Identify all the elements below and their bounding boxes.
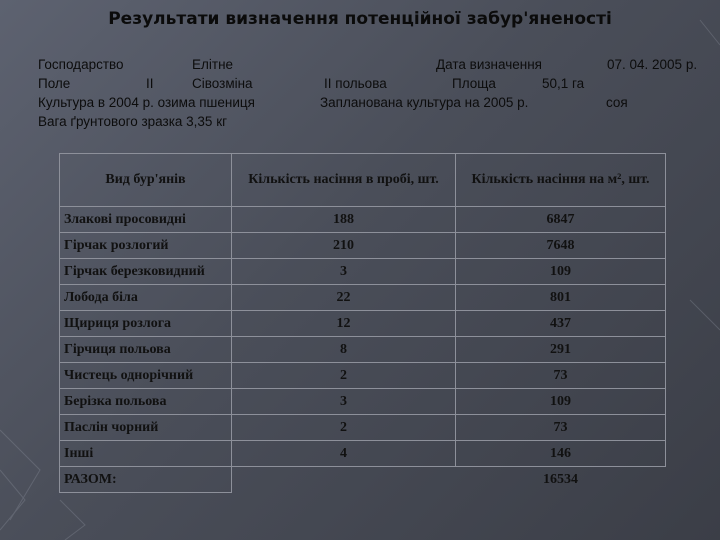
table-row: Паслін чорний 2 73 xyxy=(59,414,666,441)
weed-name: Лобода біла xyxy=(59,284,232,311)
table-row: Гірчиця польова 8 291 xyxy=(59,336,666,363)
seeds-per-m2: 109 xyxy=(455,388,666,415)
seeds-in-sample: 3 xyxy=(231,388,456,415)
weed-name: Інші xyxy=(59,440,232,467)
table-row: Інші 4 146 xyxy=(59,440,666,467)
seeds-per-m2: 109 xyxy=(455,258,666,285)
date-label: Дата визначення xyxy=(436,57,542,72)
sample-weight: Вага ґрунтового зразка 3,35 кг xyxy=(38,114,228,129)
crop-2005-label: Запланована культура на 2005 р. xyxy=(320,95,529,110)
field-label: Поле xyxy=(38,76,71,91)
weed-name: Берізка польова xyxy=(59,388,232,415)
table-row: Щириця розлога 12 437 xyxy=(59,310,666,337)
seeds-in-sample: 4 xyxy=(231,440,456,467)
header-seeds-per-m2: Кількість насіння на м², шт. xyxy=(455,153,666,207)
seeds-per-m2: 73 xyxy=(455,414,666,441)
header-seeds-in-sample: Кількість насіння в пробі, шт. xyxy=(231,153,456,207)
seeds-in-sample: 2 xyxy=(231,362,456,389)
table-row: Берізка польова 3 109 xyxy=(59,388,666,415)
seeds-in-sample: 188 xyxy=(231,206,456,233)
rotation-label: Сівозміна xyxy=(192,76,253,91)
table-row: Лобода біла 22 801 xyxy=(59,284,666,311)
page-title: Результати визначення потенційної забур'… xyxy=(108,9,612,29)
seeds-in-sample: 12 xyxy=(231,310,456,337)
header-weed-species: Вид бур'янів xyxy=(59,153,232,207)
weed-name: Гірчак розлогий xyxy=(59,232,232,259)
date-value: 07. 04. 2005 р. xyxy=(607,57,698,72)
seeds-per-m2: 146 xyxy=(455,440,666,467)
weed-name: Гірчак березковидний xyxy=(59,258,232,285)
field-number: ІІ xyxy=(146,76,154,91)
total-label: РАЗОМ: xyxy=(59,466,232,493)
rotation-value: ІІ польова xyxy=(324,76,387,91)
seeds-per-m2: 437 xyxy=(455,310,666,337)
farm-label: Господарство xyxy=(38,57,124,72)
area-label: Площа xyxy=(452,76,496,91)
table-header-row: Вид бур'янів Кількість насіння в пробі, … xyxy=(59,153,666,207)
weed-name: Чистець однорічний xyxy=(59,362,232,389)
seeds-per-m2: 6847 xyxy=(455,206,666,233)
seeds-in-sample: 22 xyxy=(231,284,456,311)
table-row: Гірчак березковидний 3 109 xyxy=(59,258,666,285)
weed-name: Злакові просовидні xyxy=(59,206,232,233)
farm-value: Елітне xyxy=(192,57,234,72)
seeds-in-sample: 8 xyxy=(231,336,456,363)
seeds-in-sample: 2 xyxy=(231,414,456,441)
seeds-per-m2: 801 xyxy=(455,284,666,311)
total-seeds-in-sample xyxy=(232,467,456,493)
seeds-per-m2: 73 xyxy=(455,362,666,389)
seeds-in-sample: 210 xyxy=(231,232,456,259)
table-row: Чистець однорічний 2 73 xyxy=(59,362,666,389)
table-row: Гірчак розлогий 210 7648 xyxy=(59,232,666,259)
table-row: Злакові просовидні 188 6847 xyxy=(59,206,666,233)
weed-name: Паслін чорний xyxy=(59,414,232,441)
seeds-in-sample: 3 xyxy=(231,258,456,285)
crop-2005-value: соя xyxy=(606,95,628,110)
seeds-per-m2: 7648 xyxy=(455,232,666,259)
weed-name: Гірчиця польова xyxy=(59,336,232,363)
area-value: 50,1 га xyxy=(542,76,585,91)
weed-seed-table: Вид бур'янів Кількість насіння в пробі, … xyxy=(59,153,666,493)
table-total-row: РАЗОМ: 16534 xyxy=(59,466,666,493)
weed-name: Щириця розлога xyxy=(59,310,232,337)
crop-2004: Культура в 2004 р. озима пшениця xyxy=(38,95,255,110)
seeds-per-m2: 291 xyxy=(455,336,666,363)
total-seeds-per-m2: 16534 xyxy=(543,471,578,487)
